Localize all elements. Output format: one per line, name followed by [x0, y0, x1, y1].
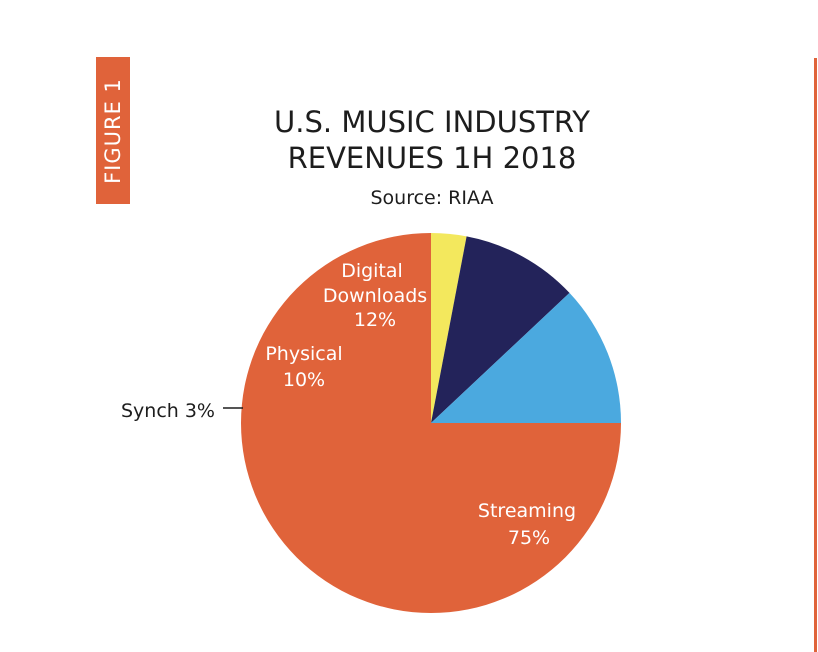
- slice-label-physical-name: Physical: [265, 343, 342, 365]
- pie-slice-synch: [431, 233, 467, 423]
- chart-title: U.S. MUSIC INDUSTRY REVENUES 1H 2018: [200, 104, 664, 176]
- slice-label-digital-downloads-name: Digital: [341, 260, 403, 282]
- chart-title-line-2: REVENUES 1H 2018: [287, 141, 577, 175]
- figure-tab: FIGURE 1: [96, 57, 130, 204]
- chart-subtitle: Source: RIAA: [370, 187, 494, 209]
- slice-label-streaming-value: 75%: [508, 527, 550, 549]
- chart-title-line-1: U.S. MUSIC INDUSTRY: [274, 105, 590, 139]
- slice-label-digital-downloads-name: Downloads: [323, 285, 427, 307]
- slice-label-streaming-name: Streaming: [478, 500, 576, 522]
- pie-slice-physical: [431, 236, 570, 423]
- slice-label-physical-value: 10%: [283, 369, 325, 391]
- right-divider: [814, 58, 817, 652]
- slice-label-synch: Synch 3%: [121, 400, 215, 422]
- pie-slice-digital-downloads: [431, 292, 621, 423]
- slice-label-digital-downloads-value: 12%: [354, 309, 396, 331]
